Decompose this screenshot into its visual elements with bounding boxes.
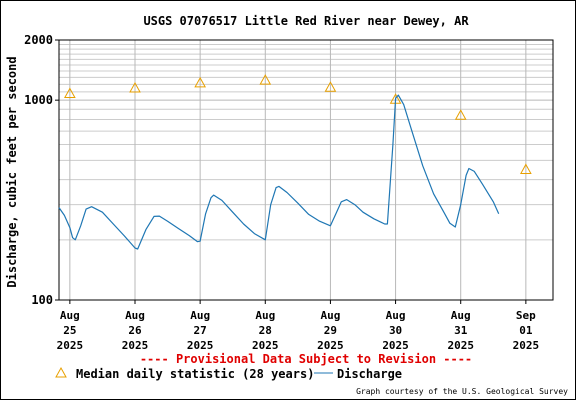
x-tick-label: 29 (324, 324, 337, 337)
x-tick-label: 2025 (382, 339, 409, 352)
median-triangle-marker (324, 81, 337, 92)
grid-lines (59, 40, 553, 300)
x-tick-label: Aug (451, 309, 471, 322)
median-triangle-marker (259, 74, 272, 85)
x-tick-label: 2025 (513, 339, 540, 352)
median-triangle-marker (129, 81, 141, 93)
discharge-line (58, 94, 500, 250)
x-tick-label: 01 (519, 324, 533, 337)
legend-discharge-label: Discharge (337, 367, 402, 381)
x-tick-label: 27 (194, 324, 207, 337)
x-tick-label: 2025 (187, 339, 214, 352)
legend: Median daily statistic (28 years) Discha… (55, 366, 402, 381)
x-tick-label: Sep (516, 309, 536, 322)
x-tick-label: 30 (389, 324, 402, 337)
x-tick-label: Aug (125, 309, 145, 322)
y-axis-ticks: 2000 1000 100 (24, 33, 59, 307)
x-tick-label: Aug (320, 309, 340, 322)
x-axis-ticks: Aug 25 2025 Aug 26 2025 Aug 27 2025 Aug 28 2025 Aug 2… (57, 300, 539, 352)
plot-frame (58, 39, 554, 301)
provisional-note: ---- Provisional Data Subject to Revisio… (140, 352, 472, 366)
x-tick-label: 28 (259, 324, 272, 337)
y-tick-label: 100 (31, 293, 53, 307)
y-axis-label: Discharge, cubic feet per second (5, 56, 19, 287)
median-triangle-marker (454, 109, 467, 120)
x-tick-label: Aug (60, 309, 80, 322)
chart-title: USGS 07076517 Little Red River near Dewe… (143, 14, 469, 28)
x-tick-label: Aug (386, 309, 406, 322)
x-tick-label: 2025 (252, 339, 279, 352)
chart-series (58, 74, 532, 250)
graph-credit: Graph courtesy of the U.S. Geological Su… (356, 387, 568, 396)
y-tick-label: 2000 (24, 33, 53, 47)
x-tick-label: 2025 (317, 339, 344, 352)
x-tick-label: 25 (63, 324, 76, 337)
legend-median-label: Median daily statistic (28 years) (76, 367, 314, 381)
x-tick-label: 2025 (122, 339, 149, 352)
legend-triangle-icon (55, 366, 67, 378)
x-tick-label: 2025 (57, 339, 84, 352)
median-triangle-marker (520, 163, 532, 174)
x-tick-label: 2025 (447, 339, 474, 352)
x-tick-label: 26 (128, 324, 142, 337)
median-triangle-marker (64, 87, 76, 98)
median-triangle-marker (194, 76, 206, 88)
x-tick-label: Aug (255, 309, 275, 322)
x-tick-label: Aug (190, 309, 210, 322)
y-tick-label: 1000 (24, 93, 53, 107)
x-tick-label: 31 (454, 324, 468, 337)
